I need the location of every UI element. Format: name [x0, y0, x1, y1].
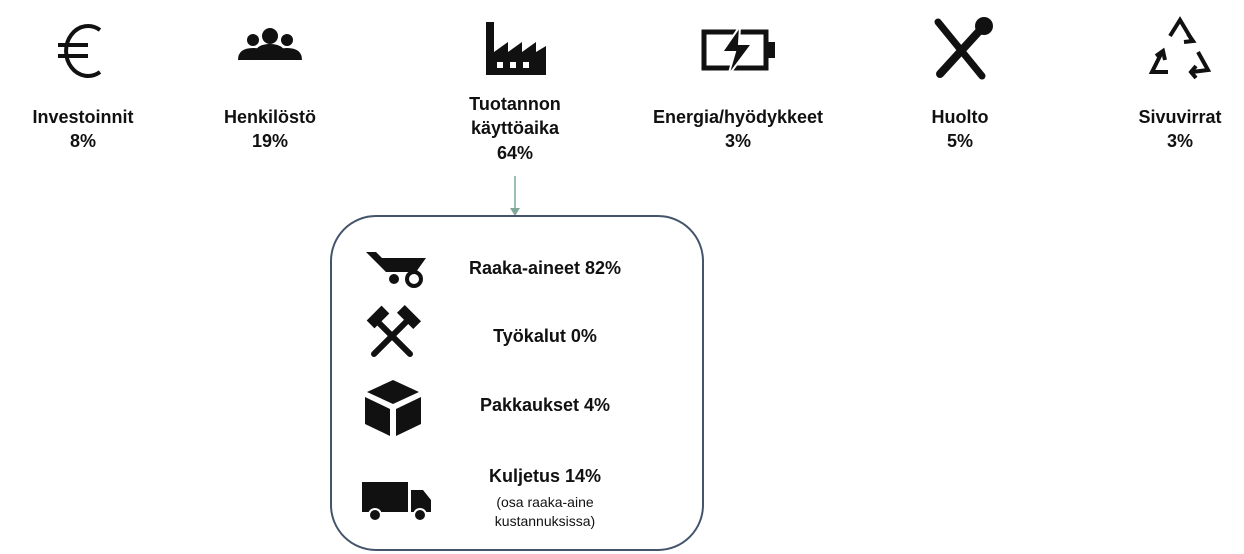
item-label: Huolto — [931, 107, 989, 127]
item-label: Tuotannon käyttöaika — [469, 94, 561, 138]
connector-arrow — [510, 176, 520, 216]
battery-icon — [701, 22, 775, 77]
breakdown-label: Pakkaukset 4% — [479, 395, 611, 415]
wheelbarrow-icon — [366, 252, 426, 288]
euro-icon — [58, 24, 102, 78]
item-share: 3% — [724, 131, 751, 151]
hammers-icon — [366, 304, 422, 357]
item-share: 3% — [1166, 131, 1193, 151]
item-share: 19% — [251, 131, 289, 151]
truck-icon — [362, 482, 431, 522]
item-share: 5% — [946, 131, 973, 151]
item-share: 64% — [496, 143, 534, 163]
item-label: Sivuvirrat — [1138, 107, 1222, 127]
breakdown-note: (osa raaka-aine kustannuksissa) — [494, 494, 596, 529]
item-label: Energia/hyödykkeet — [652, 107, 824, 127]
tools-icon — [934, 17, 993, 80]
recycle-icon — [1148, 16, 1212, 80]
factory-icon — [486, 22, 546, 75]
box-icon — [365, 380, 421, 436]
breakdown-label: Raaka-aineet 82% — [468, 258, 622, 278]
item-label: Investoinnit — [32, 107, 134, 127]
breakdown-label: Kuljetus 14% — [488, 466, 602, 486]
breakdown-label: Työkalut 0% — [493, 326, 597, 346]
item-share: 8% — [69, 131, 96, 151]
breakdown-box — [330, 215, 704, 551]
people-icon — [238, 28, 302, 60]
item-label: Henkilöstö — [223, 107, 316, 127]
